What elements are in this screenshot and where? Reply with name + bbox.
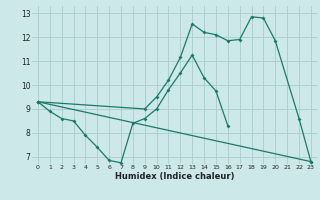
X-axis label: Humidex (Indice chaleur): Humidex (Indice chaleur): [115, 172, 234, 181]
